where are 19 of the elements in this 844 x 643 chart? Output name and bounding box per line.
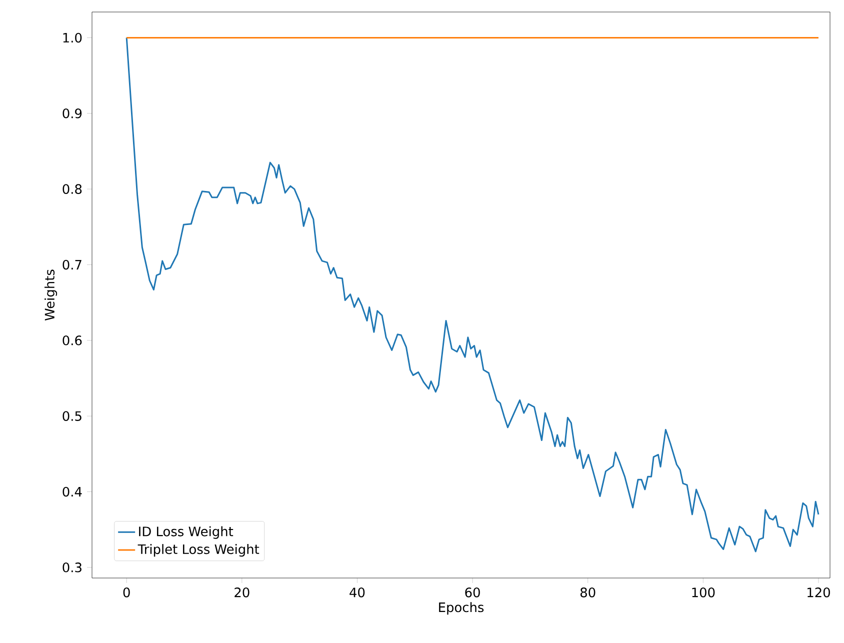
x-tick-label: 60 xyxy=(465,588,480,598)
x-tick-label: 20 xyxy=(234,588,250,598)
x-tick-label: 40 xyxy=(350,588,365,598)
y-axis-title: Weights xyxy=(44,270,58,320)
y-tick-label: 0.5 xyxy=(62,411,82,421)
y-tick-label: 0.4 xyxy=(62,486,82,497)
legend-label: Triplet Loss Weight xyxy=(138,544,260,557)
legend-label: ID Loss Weight xyxy=(139,526,234,539)
y-tick-label: 0.3 xyxy=(62,562,82,572)
x-tick-label: 0 xyxy=(123,588,130,598)
x-axis-title: Epochs xyxy=(439,602,484,615)
y-tick-label: 0.8 xyxy=(62,184,82,194)
x-tick-label: 120 xyxy=(808,588,830,598)
y-tick-label: 1.0 xyxy=(63,32,82,43)
y-tick-label: 0.9 xyxy=(62,108,82,118)
y-tick-label: 0.6 xyxy=(62,336,82,346)
x-tick-label: 100 xyxy=(692,588,715,598)
y-tick-label: 0.7 xyxy=(62,260,82,270)
x-tick-label: 80 xyxy=(580,588,596,598)
